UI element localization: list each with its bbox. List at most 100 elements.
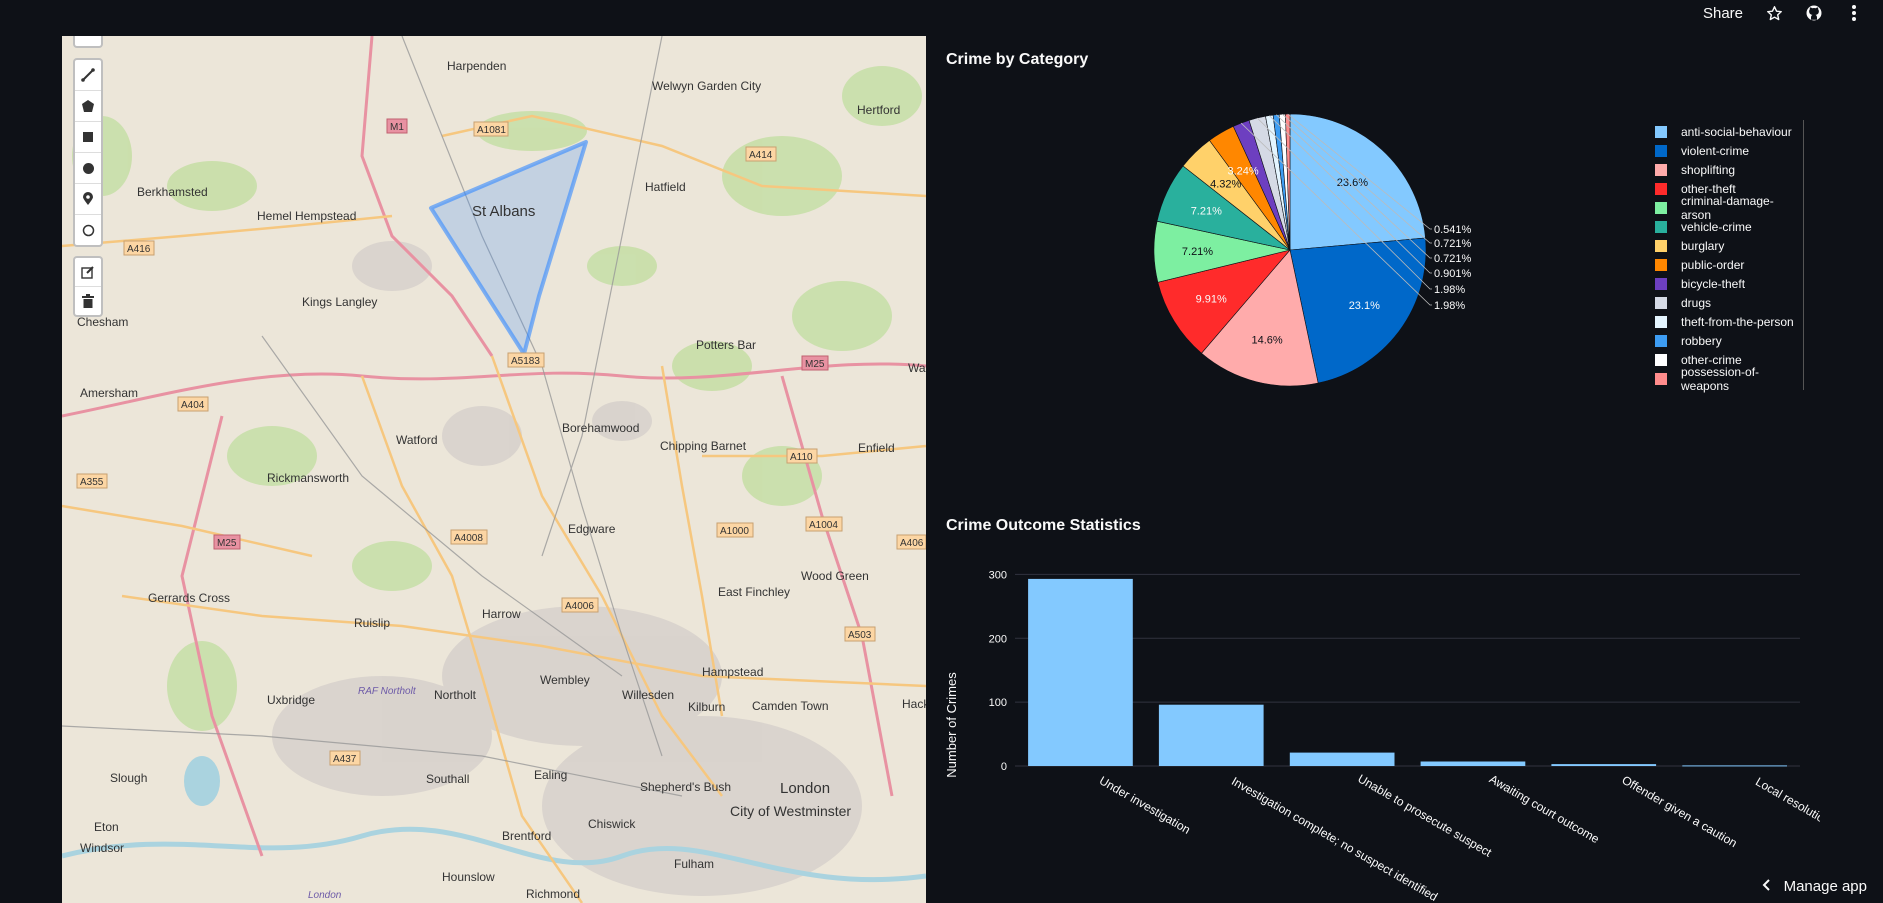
- bar[interactable]: [1158, 704, 1264, 766]
- road-label: A4006: [565, 601, 594, 612]
- map-label: Fulham: [674, 857, 714, 871]
- pie-outside-label: 0.721%: [1434, 253, 1472, 265]
- bar[interactable]: [1289, 752, 1395, 766]
- legend-item[interactable]: other-crime: [1655, 350, 1803, 369]
- legend-label: other-crime: [1681, 352, 1742, 367]
- bar[interactable]: [1682, 765, 1787, 767]
- map-label: Watford: [396, 433, 438, 447]
- legend-item[interactable]: public-order: [1655, 255, 1803, 274]
- map-label: Ealing: [534, 768, 567, 782]
- road-label: A110: [790, 452, 813, 463]
- trash-icon[interactable]: [75, 287, 101, 315]
- pie-chart: 23.6% 23.1% 14.6% 9.91% 7.21% 7.21% 4.32% 3.24%…: [1153, 113, 1472, 387]
- draw-toolbar: [73, 58, 103, 247]
- pie-slice-anti-social-behaviour[interactable]: [1289, 113, 1426, 251]
- polyline-icon[interactable]: [75, 60, 101, 91]
- legend-label: burglary: [1681, 238, 1725, 253]
- github-icon[interactable]: [1805, 4, 1823, 22]
- bar[interactable]: [1551, 764, 1657, 766]
- legend-item[interactable]: bicycle-theft: [1655, 274, 1803, 293]
- legend-item[interactable]: robbery: [1655, 331, 1803, 350]
- legend-item[interactable]: theft-from-the-person: [1655, 312, 1803, 331]
- pie-percent-label: 7.21%: [1182, 246, 1213, 258]
- map-label: Hertford: [857, 103, 900, 117]
- map-label: Hounslow: [442, 870, 495, 884]
- map-tiles: Harpenden Welwyn Garden City Hertford Be…: [62, 36, 926, 903]
- road-label: A406: [900, 538, 924, 549]
- legend-label: robbery: [1681, 333, 1722, 348]
- legend-item[interactable]: criminal-damage-arson: [1655, 194, 1803, 222]
- pie-slice-shoplifting[interactable]: [1201, 249, 1319, 387]
- y-tick-label: 100: [989, 697, 1007, 709]
- map-label: City of Westminster: [730, 803, 851, 819]
- chevron-left-icon: [1762, 878, 1770, 895]
- legend-label: anti-social-behaviour: [1681, 124, 1792, 139]
- marker-icon[interactable]: [75, 184, 101, 215]
- map-label: Chesham: [77, 315, 128, 329]
- map-label: Hatfield: [645, 180, 686, 194]
- road-label: A404: [181, 400, 205, 411]
- edit-icon[interactable]: [75, 258, 101, 287]
- map-label: Amersham: [80, 386, 138, 400]
- legend-swatch: [1655, 372, 1667, 385]
- road-label: A4008: [454, 533, 483, 544]
- legend-swatch: [1655, 277, 1667, 290]
- map-label: Chipping Barnet: [660, 439, 747, 453]
- map-label: Hack: [902, 697, 926, 711]
- pie-percent-label: 23.6%: [1337, 177, 1368, 189]
- circle-icon[interactable]: [75, 153, 101, 184]
- map-view[interactable]: Harpenden Welwyn Garden City Hertford Be…: [62, 36, 926, 903]
- map-label: Wal: [908, 361, 926, 375]
- star-icon[interactable]: [1765, 4, 1783, 22]
- polygon-icon[interactable]: [75, 91, 101, 122]
- pie-slice-violent-crime[interactable]: [1289, 237, 1427, 384]
- share-button[interactable]: Share: [1702, 4, 1743, 22]
- map-label: Wood Green: [801, 569, 869, 583]
- road-label: A355: [80, 477, 104, 488]
- pie-slice-other-theft[interactable]: [1157, 249, 1291, 354]
- legend-swatch: [1655, 258, 1667, 271]
- map-label: Wembley: [540, 673, 590, 687]
- rectangle-icon[interactable]: [75, 122, 101, 153]
- legend-item[interactable]: possession-of-weapons: [1655, 365, 1803, 393]
- bar-chart-title: Crime Outcome Statistics: [946, 517, 1141, 534]
- legend-swatch: [1655, 315, 1667, 328]
- more-vert-icon[interactable]: [1845, 4, 1863, 22]
- legend-label: bicycle-theft: [1681, 276, 1746, 291]
- manage-app-button[interactable]: Manage app: [1762, 878, 1867, 895]
- map-label: Southall: [426, 772, 469, 786]
- app-toolbar: Share: [1703, 0, 1883, 26]
- edit-toolbar: [73, 256, 103, 317]
- legend-swatch: [1655, 334, 1667, 347]
- bar-y-axis-label: Number of Crimes: [944, 672, 959, 778]
- legend-item[interactable]: other-theft: [1655, 179, 1803, 198]
- legend-item[interactable]: burglary: [1655, 236, 1803, 255]
- map-label: Willesden: [622, 688, 674, 702]
- pie-percent-label: 9.91%: [1196, 293, 1227, 305]
- legend-label: other-theft: [1681, 181, 1736, 196]
- map-label: Richmond: [526, 887, 580, 901]
- legend-item[interactable]: violent-crime: [1655, 141, 1803, 160]
- legend-label: shoplifting: [1681, 162, 1736, 177]
- legend-item[interactable]: anti-social-behaviour: [1655, 122, 1803, 141]
- map-label: Brentford: [502, 829, 551, 843]
- legend-item[interactable]: drugs: [1655, 293, 1803, 312]
- manage-app-label: Manage app: [1783, 878, 1867, 895]
- legend-item[interactable]: vehicle-crime: [1655, 217, 1803, 236]
- circlemarker-icon[interactable]: [75, 215, 101, 245]
- legend-swatch: [1655, 125, 1667, 138]
- y-tick-label: 300: [989, 569, 1007, 581]
- legend-label: possession-of-weapons: [1681, 364, 1760, 393]
- road-label: M25: [217, 538, 237, 549]
- map-label: Eton: [94, 820, 119, 834]
- legend-label: violent-crime: [1681, 143, 1750, 158]
- zoom-control[interactable]: [73, 36, 103, 48]
- map-label: Harpenden: [447, 59, 506, 73]
- legend-item[interactable]: shoplifting: [1655, 160, 1803, 179]
- bar[interactable]: [1028, 578, 1133, 766]
- legend-label: criminal-damage-arson: [1681, 193, 1774, 222]
- legend-label: vehicle-crime: [1681, 219, 1752, 234]
- bar[interactable]: [1420, 761, 1526, 767]
- road-label: A1000: [720, 526, 749, 537]
- map-label: Borehamwood: [562, 421, 639, 435]
